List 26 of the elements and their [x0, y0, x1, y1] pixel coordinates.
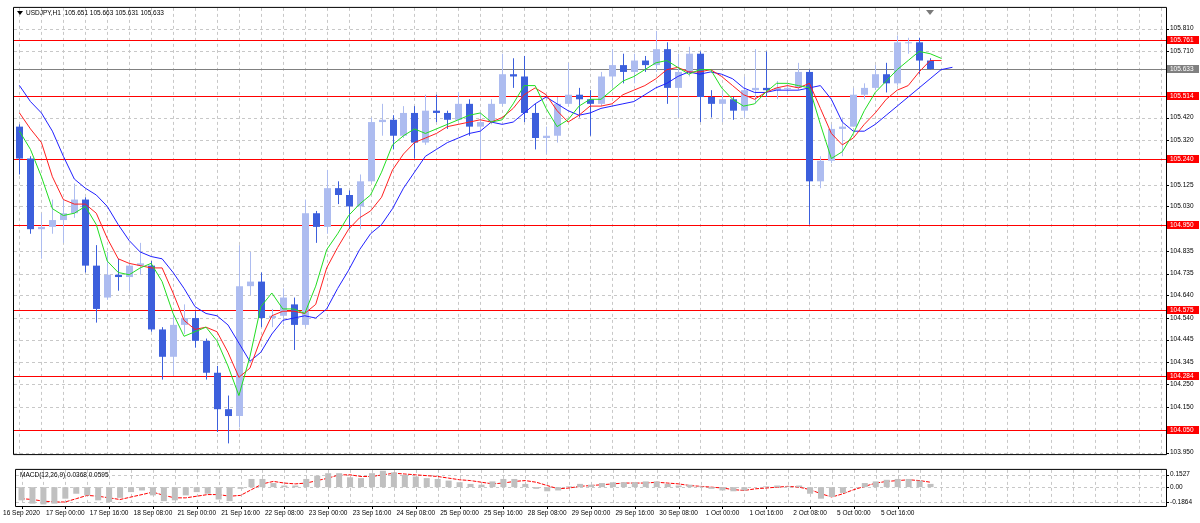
candlestick	[400, 105, 407, 139]
candlestick	[631, 53, 638, 84]
candlestick	[916, 37, 923, 75]
candlestick	[346, 189, 353, 230]
candlestick	[444, 110, 451, 130]
candlestick	[49, 199, 56, 235]
candlestick	[686, 46, 693, 77]
candlestick	[335, 180, 342, 205]
candlestick	[708, 89, 715, 119]
candlestick	[466, 98, 473, 137]
candlestick	[225, 395, 232, 444]
candlestick	[455, 91, 462, 123]
candlestick	[313, 210, 320, 244]
candlestick	[477, 112, 484, 160]
candlestick	[565, 62, 572, 107]
candlestick	[905, 37, 912, 55]
candlestick	[609, 48, 616, 89]
candlestick	[817, 155, 824, 189]
candlestick	[719, 89, 726, 123]
candlestick	[675, 53, 682, 119]
candlestick	[730, 96, 737, 121]
candlestick	[653, 30, 660, 73]
candlestick	[620, 53, 627, 84]
candlestick	[104, 251, 111, 301]
candlestick	[390, 114, 397, 150]
candlestick	[872, 64, 879, 91]
